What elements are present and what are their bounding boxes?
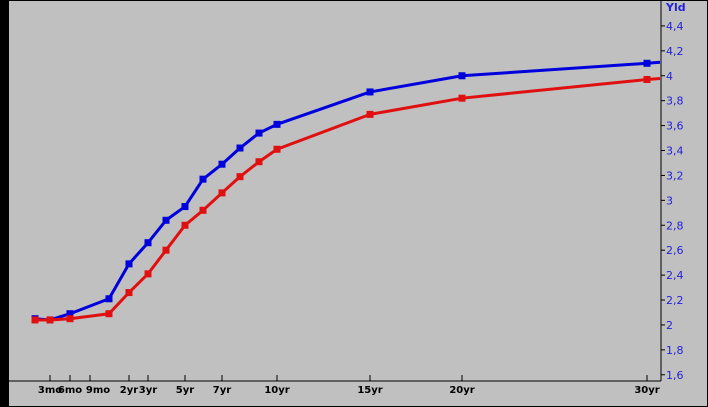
y-tick-label: 3,6 xyxy=(666,120,684,133)
data-point xyxy=(144,239,152,247)
x-tick-label: 7yr xyxy=(213,385,231,396)
x-tick-label: 30yr xyxy=(634,385,659,396)
data-point xyxy=(273,120,281,128)
data-point xyxy=(218,160,226,168)
data-point xyxy=(236,173,244,181)
data-point xyxy=(181,221,189,229)
series-layer xyxy=(31,59,661,324)
data-point xyxy=(255,129,263,137)
data-point xyxy=(66,315,74,323)
x-tick-label: 9mo xyxy=(86,385,110,396)
data-point xyxy=(199,175,207,183)
bottom-axis-panel xyxy=(9,381,707,406)
series-2 xyxy=(31,75,661,324)
x-tick-label: 5yr xyxy=(176,385,194,396)
data-point xyxy=(366,88,374,96)
data-point xyxy=(255,158,263,166)
x-tick-label: 3yr xyxy=(139,385,157,396)
y-tick-label: 4,2 xyxy=(666,45,684,58)
data-point xyxy=(125,289,133,297)
plot-area xyxy=(9,1,661,381)
data-point xyxy=(31,316,39,324)
data-point xyxy=(458,72,466,80)
x-tick-label: 3mo xyxy=(38,385,62,396)
y-tick-label: 1,8 xyxy=(666,344,684,357)
y-tick-label: 3,4 xyxy=(666,145,684,158)
x-tick-label: 2yr xyxy=(120,385,138,396)
data-point xyxy=(66,310,74,318)
y-tick-label: 2,8 xyxy=(666,219,684,232)
data-point xyxy=(144,270,152,278)
y-tick-label: 3 xyxy=(666,194,673,207)
data-point xyxy=(46,316,54,324)
x-tick-label: 10yr xyxy=(264,385,289,396)
x-tick-label: 15yr xyxy=(357,385,382,396)
data-point xyxy=(162,216,170,224)
x-tick-label: 20yr xyxy=(449,385,474,396)
y-tick-label: 2 xyxy=(666,319,673,332)
data-point xyxy=(105,295,113,303)
y-tick-label: 3,2 xyxy=(666,169,684,182)
y-tick-label: 2,2 xyxy=(666,294,684,307)
data-point xyxy=(643,75,651,83)
data-point xyxy=(105,310,113,318)
y-tick-label: 4,4 xyxy=(666,20,684,33)
y-tick-label: 3,8 xyxy=(666,95,684,108)
y-axis-ticks: 1,6 1,8 2 2,2 2,4 2,6 2,8 3 3,2 3,4 3,6 3,8 4 4,2 4,4 xyxy=(661,20,684,382)
data-point xyxy=(125,260,133,268)
y-tick-label: 2,4 xyxy=(666,269,684,282)
data-point xyxy=(199,206,207,214)
x-tick-label: 6mo xyxy=(58,385,82,396)
y-tick-label: 1,6 xyxy=(666,369,684,382)
data-point xyxy=(218,189,226,197)
data-point xyxy=(162,246,170,254)
data-point xyxy=(643,59,651,67)
data-point xyxy=(458,94,466,102)
right-axis-panel xyxy=(661,1,707,381)
data-point xyxy=(236,144,244,152)
data-point xyxy=(181,203,189,211)
data-point xyxy=(366,110,374,118)
y-tick-label: 2,6 xyxy=(666,244,684,257)
y-tick-label: 4 xyxy=(666,70,673,83)
data-point xyxy=(273,145,281,153)
y-axis-title: Yld xyxy=(665,1,686,14)
